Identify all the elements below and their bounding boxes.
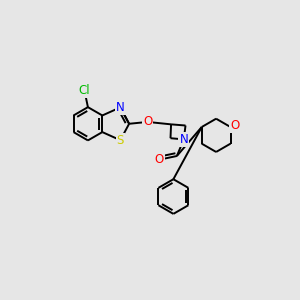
Text: Cl: Cl (79, 84, 90, 97)
Text: O: O (154, 153, 164, 166)
Text: N: N (116, 101, 125, 114)
Text: N: N (179, 133, 188, 146)
Text: S: S (117, 134, 124, 147)
Text: O: O (230, 119, 239, 132)
Text: O: O (143, 116, 152, 128)
